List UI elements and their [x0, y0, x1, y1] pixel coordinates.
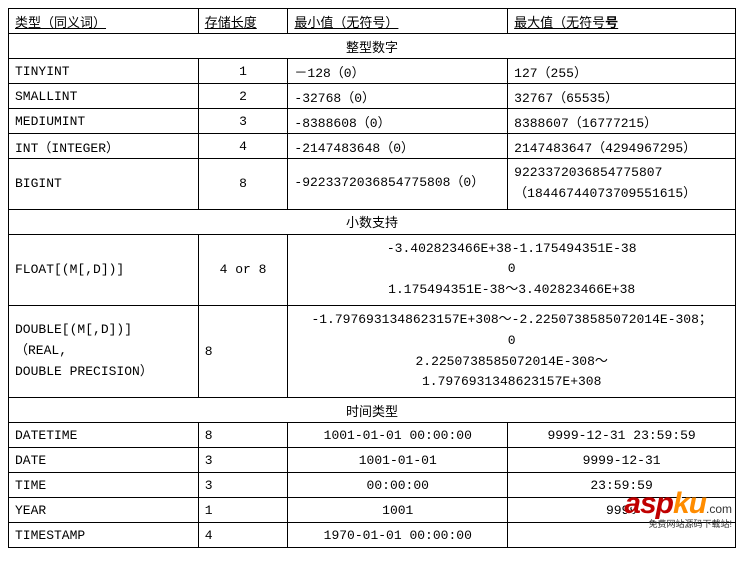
cell-max: 23:59:59 — [508, 473, 736, 498]
cell-storage: 2 — [198, 84, 288, 109]
table-row: SMALLINT 2 -32768（0） 32767（65535） — [9, 84, 736, 109]
cell-max: 8388607（16777215） — [508, 109, 736, 134]
cell-storage: 8 — [198, 423, 288, 448]
section-time: 时间类型 — [9, 398, 736, 423]
table-row: FLOAT[(M[,D])] 4 or 8 -3.402823466E+38-1… — [9, 234, 736, 305]
cell-max: 9999-12-31 — [508, 448, 736, 473]
header-storage: 存储长度 — [198, 9, 288, 34]
table-row: TIME 3 00:00:00 23:59:59 — [9, 473, 736, 498]
cell-type: SMALLINT — [9, 84, 199, 109]
data-types-table: 类型（同义词） 存储长度 最小值（无符号） 最大值（无符号号 整型数字 TINY… — [8, 8, 736, 548]
cell-max: 9999 — [508, 498, 736, 523]
cell-range: -1.7976931348623157E+308～-2.225073858507… — [288, 305, 736, 397]
cell-storage: 4 or 8 — [198, 234, 288, 305]
cell-storage: 3 — [198, 473, 288, 498]
header-min: 最小值（无符号） — [288, 9, 508, 34]
cell-min: 1001-01-01 — [288, 448, 508, 473]
cell-min: －128（0） — [288, 59, 508, 84]
cell-storage: 4 — [198, 523, 288, 548]
table-row: INT（INTEGER） 4 -2147483648（0） 2147483647… — [9, 134, 736, 159]
cell-max: 2147483647（4294967295） — [508, 134, 736, 159]
cell-min: 1001-01-01 00:00:00 — [288, 423, 508, 448]
cell-max: 9223372036854775807（18446744073709551615… — [508, 159, 736, 210]
table-row: DOUBLE[(M[,D])] （REAL, DOUBLE PRECISION）… — [9, 305, 736, 397]
cell-min: -8388608（0） — [288, 109, 508, 134]
cell-max: 32767（65535） — [508, 84, 736, 109]
cell-type: DOUBLE[(M[,D])] （REAL, DOUBLE PRECISION） — [9, 305, 199, 397]
table-row: YEAR 1 1001 9999 — [9, 498, 736, 523]
cell-min: -32768（0） — [288, 84, 508, 109]
table-row: TINYINT 1 －128（0） 127（255） — [9, 59, 736, 84]
section-integer: 整型数字 — [9, 34, 736, 59]
cell-max: 9999-12-31 23:59:59 — [508, 423, 736, 448]
table-row: DATE 3 1001-01-01 9999-12-31 — [9, 448, 736, 473]
cell-max: 127（255） — [508, 59, 736, 84]
table-row: BIGINT 8 -9223372036854775808（0） 9223372… — [9, 159, 736, 210]
cell-min: -2147483648（0） — [288, 134, 508, 159]
header-type: 类型（同义词） — [9, 9, 199, 34]
header-max: 最大值（无符号号 — [508, 9, 736, 34]
table-row: MEDIUMINT 3 -8388608（0） 8388607（16777215… — [9, 109, 736, 134]
cell-type: YEAR — [9, 498, 199, 523]
cell-storage: 4 — [198, 134, 288, 159]
cell-type: TIME — [9, 473, 199, 498]
cell-min: 00:00:00 — [288, 473, 508, 498]
cell-type: MEDIUMINT — [9, 109, 199, 134]
cell-type: BIGINT — [9, 159, 199, 210]
cell-type: DATETIME — [9, 423, 199, 448]
table-row: DATETIME 8 1001-01-01 00:00:00 9999-12-3… — [9, 423, 736, 448]
cell-storage: 3 — [198, 448, 288, 473]
cell-storage: 1 — [198, 59, 288, 84]
cell-type: INT（INTEGER） — [9, 134, 199, 159]
cell-storage: 8 — [198, 305, 288, 397]
cell-type: TIMESTAMP — [9, 523, 199, 548]
cell-min: 1001 — [288, 498, 508, 523]
cell-type: FLOAT[(M[,D])] — [9, 234, 199, 305]
table-row: TIMESTAMP 4 1970-01-01 00:00:00 — [9, 523, 736, 548]
cell-max — [508, 523, 736, 548]
cell-storage: 1 — [198, 498, 288, 523]
cell-min: 1970-01-01 00:00:00 — [288, 523, 508, 548]
section-decimal: 小数支持 — [9, 209, 736, 234]
cell-storage: 8 — [198, 159, 288, 210]
cell-type: TINYINT — [9, 59, 199, 84]
cell-storage: 3 — [198, 109, 288, 134]
table-header-row: 类型（同义词） 存储长度 最小值（无符号） 最大值（无符号号 — [9, 9, 736, 34]
cell-range: -3.402823466E+38-1.175494351E-38 0 1.175… — [288, 234, 736, 305]
cell-min: -9223372036854775808（0） — [288, 159, 508, 210]
cell-type: DATE — [9, 448, 199, 473]
